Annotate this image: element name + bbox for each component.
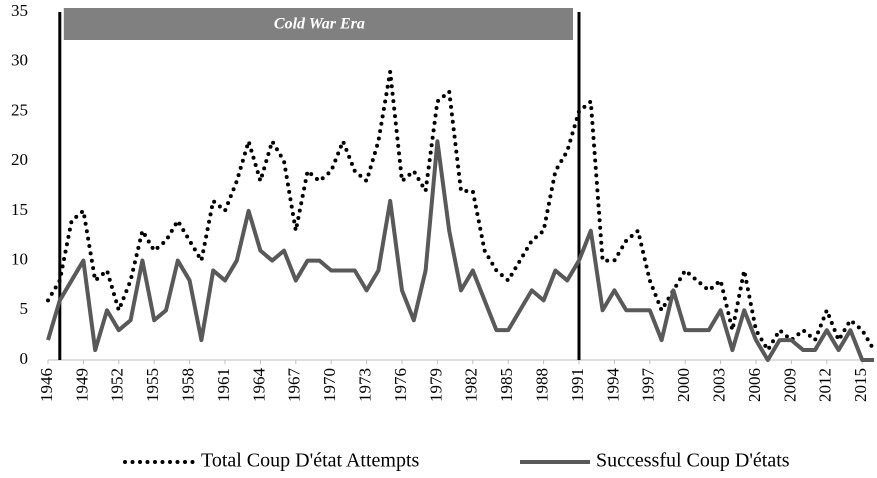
x-tick-label: 2012 (816, 368, 835, 402)
x-tick-label: 1997 (639, 368, 658, 403)
x-tick-label: 1979 (426, 368, 445, 402)
x-tick-label: 1961 (214, 368, 233, 402)
x-tick-label: 1988 (533, 368, 552, 402)
x-tick-label: 1994 (603, 368, 622, 403)
x-tick-label: 2009 (780, 368, 799, 402)
x-tick-label: 2015 (851, 368, 870, 402)
x-tick-label: 2003 (710, 368, 729, 402)
x-tick-label: 1955 (143, 368, 162, 402)
y-tick-label: 5 (20, 299, 29, 318)
x-tick-label: 1982 (462, 368, 481, 402)
x-tick-label: 1964 (249, 368, 268, 403)
y-tick-label: 10 (11, 249, 28, 268)
x-tick-label: 1967 (285, 368, 304, 403)
y-tick-label: 15 (11, 200, 28, 219)
x-tick-label: 1970 (320, 368, 339, 402)
era-box (63, 8, 574, 40)
y-tick-label: 0 (20, 349, 29, 368)
legend-label: Successful Coup D'états (596, 450, 790, 472)
series-line (46, 71, 876, 354)
series-line (46, 139, 874, 362)
y-tick-label: 30 (11, 51, 28, 70)
x-tick-label: 1952 (108, 368, 127, 402)
era-label: Cold War Era (274, 16, 365, 33)
x-tick-label: 2000 (674, 368, 693, 402)
x-tick-label: 1946 (37, 368, 56, 402)
x-tick-label: 2006 (745, 368, 764, 402)
x-tick-label: 1976 (391, 368, 410, 402)
x-tick-label: 1958 (179, 368, 198, 402)
x-tick-label: 1985 (497, 368, 516, 402)
x-tick-label: 1973 (356, 368, 375, 402)
y-tick-label: 25 (11, 100, 28, 119)
legend-label: Total Coup D'état Attempts (201, 450, 420, 472)
x-tick-label: 1949 (72, 368, 91, 402)
x-tick-label: 1991 (568, 368, 587, 402)
y-tick-label: 20 (11, 150, 28, 169)
y-tick-label: 35 (11, 1, 28, 20)
